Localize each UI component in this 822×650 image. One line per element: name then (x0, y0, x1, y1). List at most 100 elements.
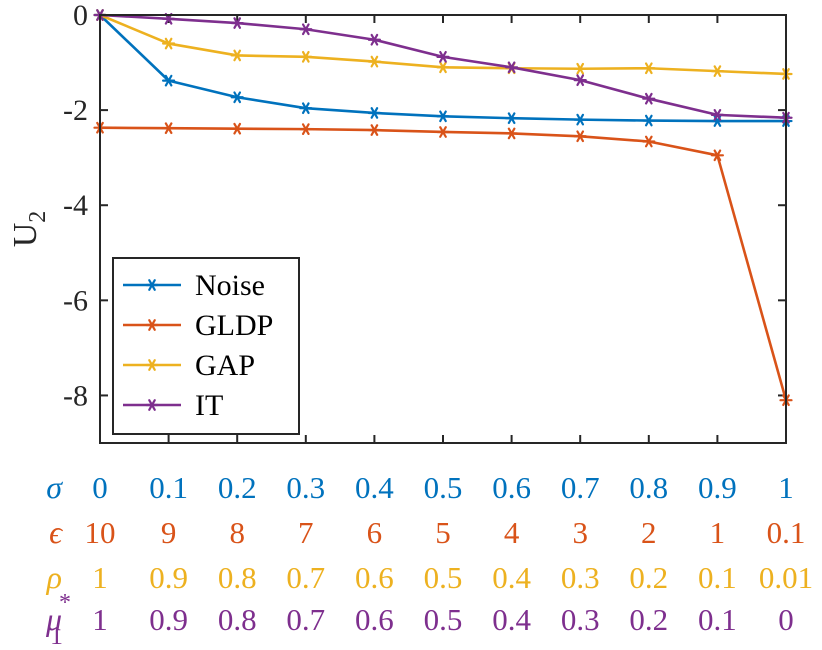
row-value-label: 0.5 (424, 602, 463, 637)
row-value-label: 0 (778, 602, 794, 637)
row-value-label: 0.9 (698, 470, 737, 505)
series-noise-point-stroke (370, 107, 379, 119)
legend-label-noise: Noise (195, 269, 265, 302)
row-value-label: 0.4 (355, 470, 394, 505)
legend-box (112, 257, 300, 435)
series-it-point (573, 74, 587, 87)
series-gap-point (162, 37, 176, 50)
series-it-point-stroke (507, 61, 516, 74)
series-gap-point (436, 61, 450, 74)
series-gap-point-stroke (233, 49, 242, 62)
row-symbol-main: μ (45, 601, 62, 637)
series-gap-point (230, 49, 244, 62)
series-gap-point-stroke (713, 65, 722, 77)
series-it-point (642, 92, 656, 105)
series-gap-point-stroke (644, 62, 653, 75)
row-value-label: 7 (298, 515, 314, 550)
y-tick-label: 0 (73, 0, 88, 32)
series-it-point (436, 50, 450, 63)
series-gldp-point-stroke (439, 126, 447, 138)
series-gap-point-stroke (301, 50, 310, 63)
series-noise-point-stroke (439, 110, 447, 123)
y-axis-title-subscript: 2 (25, 211, 51, 223)
series-it-point-stroke (370, 33, 379, 46)
row-value-label: 0.8 (629, 470, 668, 505)
y-axis-title: U2 (7, 211, 51, 248)
row-symbol: ρ (46, 559, 62, 595)
series-gldp-point-stroke (713, 149, 722, 162)
series-it-point-stroke (233, 17, 242, 29)
row-value-label: 1 (710, 515, 726, 550)
series-gldp-point-stroke (164, 122, 173, 135)
row-symbol: σ (46, 469, 63, 505)
row-symbol-main: σ (46, 469, 63, 505)
legend-entry-gldp: GLDP (123, 309, 273, 342)
row-value-label: 0.4 (492, 560, 531, 595)
series-gldp (93, 121, 793, 407)
series-noise-point (299, 102, 313, 115)
legend-entry-it: IT (123, 389, 223, 422)
row-symbol: ϵ (49, 514, 63, 550)
legend-marker-it-stroke (148, 399, 156, 411)
row-value-label: 0.3 (561, 560, 600, 595)
series-noise-point-stroke (301, 102, 310, 115)
series-it-point (230, 17, 244, 29)
series-gldp-point (573, 130, 587, 143)
parameter-rows: σ 0 0.1 0.2 0.3 0.4 0.5 0.6 0.7 0.8 0.9 1ϵ 10 9 8 7 6 5 4 3… (45, 469, 813, 650)
legend-marker-noise-stroke (148, 279, 156, 291)
parameter-row-4: μ* 1 1 0.9 0.8 0.7 0.6 0.5 0.4 0.3 0.2 0.1 0 (45, 590, 794, 650)
series-gldp-point-stroke (644, 135, 653, 148)
row-value-label: 6 (367, 515, 383, 550)
series-gldp-point-stroke (576, 130, 585, 143)
series-gldp-point (230, 122, 244, 135)
legend-marker-gap-stroke (148, 359, 156, 371)
series-gldp-point (710, 149, 725, 162)
row-symbol-main: ϵ (49, 514, 63, 550)
y-tick-label: -6 (63, 284, 88, 317)
row-value-label: 8 (229, 515, 245, 550)
row-value-label: 0.7 (286, 602, 325, 637)
series-it-point (505, 61, 519, 74)
series-it-point-stroke (576, 74, 585, 87)
series-gap-point-stroke (439, 61, 447, 74)
row-value-label: 0.2 (629, 560, 668, 595)
series-it-point-stroke (644, 92, 653, 105)
series-noise-point-stroke (576, 113, 585, 126)
series-gldp-point (505, 127, 519, 140)
series-gap-point-stroke (576, 62, 585, 75)
legend: Noise GLDP GAP IT (112, 257, 300, 435)
series-noise-point (230, 91, 244, 104)
series-noise-point (573, 113, 587, 126)
y-tick-label: -2 (63, 94, 88, 127)
y-tick-label: -4 (63, 189, 88, 222)
row-value-label: 5 (435, 515, 451, 550)
row-value-label: 9 (161, 515, 177, 550)
y-tick-label: -8 (63, 379, 88, 412)
row-value-label: 0.7 (286, 560, 325, 595)
legend-marker-it (145, 399, 159, 411)
series-gap-point (642, 62, 656, 75)
series-gap-point-stroke (370, 55, 379, 68)
series-it-point-stroke (301, 23, 310, 36)
row-value-label: 0.1 (698, 560, 737, 595)
series-it-point (299, 23, 313, 36)
row-value-label: 1 (92, 560, 108, 595)
series-it-point (710, 109, 725, 121)
row-value-label: 0.9 (149, 560, 188, 595)
row-value-label: 4 (504, 515, 520, 550)
series-gldp-point (162, 122, 176, 135)
row-value-label: 0.6 (355, 602, 394, 637)
axes-box (99, 14, 787, 444)
series-it-point-stroke (713, 109, 722, 121)
row-value-label: 0.6 (492, 470, 531, 505)
series-noise-point-stroke (164, 74, 173, 87)
series-gap-point-stroke (164, 37, 173, 50)
series-gldp-point-stroke (233, 122, 242, 135)
legend-marker-gldp (145, 319, 159, 331)
parameter-row-2: ϵ 10 9 8 7 6 5 4 3 2 1 0.1 (49, 514, 805, 550)
y-axis-title-main: U (7, 223, 44, 248)
series-gldp-point-stroke (507, 127, 516, 140)
row-value-label: 1 (92, 602, 108, 637)
parameter-row-3: ρ 1 0.9 0.8 0.7 0.6 0.5 0.4 0.3 0.2 0.1 0.01 (46, 559, 813, 595)
row-symbol-subscript: 1 (50, 621, 63, 645)
